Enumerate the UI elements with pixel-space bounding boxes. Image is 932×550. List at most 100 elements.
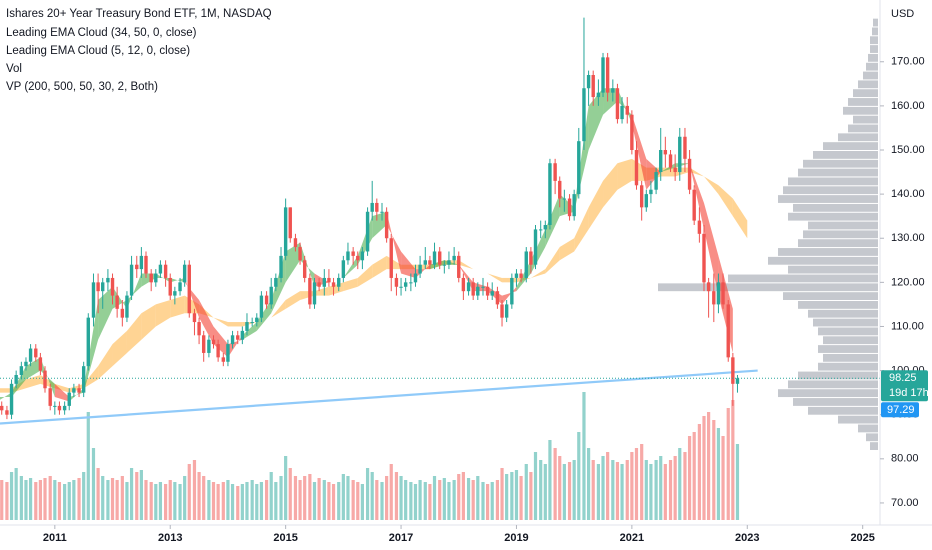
- candle-body: [442, 264, 447, 266]
- volume-bar: [721, 436, 725, 520]
- ema-cloud: [415, 264, 430, 278]
- legend-entry: Vol: [6, 63, 22, 75]
- candle-body: [716, 282, 721, 305]
- volume-bar: [259, 482, 264, 520]
- volume-bar: [533, 452, 538, 520]
- candle-body: [721, 282, 725, 305]
- volume-bar: [702, 416, 706, 520]
- candle-body: [514, 273, 519, 278]
- candle-body: [644, 194, 648, 208]
- y-tick-label: 80.00: [891, 453, 919, 465]
- candle-body: [43, 370, 47, 389]
- y-tick-label: 150.00: [891, 144, 925, 156]
- candle-body: [226, 344, 230, 362]
- candle-body: [447, 260, 451, 265]
- candle-body: [187, 264, 191, 314]
- candle-body: [110, 277, 115, 296]
- candle-body: [466, 282, 471, 292]
- volume-bar: [519, 476, 523, 520]
- volume-bar: [558, 456, 562, 520]
- candle-body: [649, 189, 653, 195]
- last-price-box: [881, 370, 928, 402]
- ema-cloud: [401, 251, 416, 278]
- candle-body: [634, 150, 639, 186]
- volume-bar: [356, 482, 360, 520]
- volume-bar: [82, 472, 86, 520]
- volume-profile-bar: [768, 256, 878, 265]
- candle-body: [553, 163, 557, 181]
- candle-body: [418, 264, 422, 274]
- candle-body: [129, 264, 134, 296]
- x-tick-label: 2013: [158, 532, 182, 544]
- volume-bar: [240, 484, 244, 520]
- volume-bar: [452, 480, 456, 520]
- volume-bar: [687, 436, 692, 520]
- volume-profile-bar: [823, 353, 878, 362]
- candle-body: [158, 264, 163, 274]
- chart-title: Ishares 20+ Year Treasury Bond ETF, 1M, …: [6, 8, 272, 20]
- candle-body: [360, 251, 365, 261]
- volume-bar: [346, 476, 350, 520]
- candle-body: [24, 361, 28, 367]
- candle-body: [630, 114, 634, 150]
- volume-profile-bar: [870, 45, 878, 53]
- volume-bar: [322, 480, 326, 520]
- candle-body: [86, 317, 90, 367]
- ema-cloud: [458, 260, 474, 270]
- candle-body: [504, 304, 509, 318]
- candle-body: [678, 136, 682, 173]
- candle-body: [611, 88, 615, 93]
- volume-bar: [389, 464, 393, 520]
- volume-bar: [230, 484, 235, 520]
- volume-bar: [716, 428, 721, 520]
- ema-cloud: [603, 88, 618, 115]
- ema-cloud: [314, 286, 329, 296]
- volume-bar: [712, 420, 716, 520]
- candle-body: [279, 255, 283, 278]
- candle-body: [476, 286, 480, 296]
- candle-body: [72, 388, 76, 393]
- candle-body: [322, 277, 327, 287]
- candle-body: [519, 273, 523, 278]
- ema-cloud: [704, 202, 719, 296]
- volume-profile-bar: [783, 292, 878, 300]
- y-tick-label: 110.00: [891, 320, 924, 332]
- volume-bar: [63, 484, 67, 520]
- candle-body: [389, 238, 393, 278]
- volume-profile-bar: [798, 301, 878, 309]
- candle-body: [216, 344, 220, 358]
- volume-profile-bar: [788, 177, 878, 186]
- volume-bar: [432, 476, 437, 520]
- volume-bar: [72, 480, 76, 520]
- ema-cloud: [112, 330, 127, 367]
- candle-body: [57, 405, 62, 411]
- volume-profile-bar: [818, 327, 878, 336]
- volume-bar: [524, 464, 528, 520]
- volume-bar: [673, 456, 677, 520]
- candle-body: [659, 150, 663, 173]
- candle-body: [288, 207, 292, 239]
- volume-profile-bar: [858, 424, 878, 433]
- candle-body: [331, 282, 336, 287]
- candle-body: [663, 150, 668, 155]
- ema-cloud: [83, 300, 99, 393]
- ema-cloud: [98, 286, 113, 340]
- volume-bar: [543, 464, 547, 520]
- volume-bar: [572, 460, 576, 520]
- volume-bar: [5, 482, 9, 520]
- candle-body: [356, 255, 360, 261]
- volume-bar: [663, 464, 667, 520]
- volume-profile-bar: [870, 442, 878, 450]
- candle-body: [14, 375, 18, 384]
- y-tick-label: 120.00: [891, 276, 925, 288]
- candle-body: [683, 136, 687, 159]
- ema-cloud: [227, 322, 243, 327]
- ema-cloud: [718, 185, 733, 217]
- volume-bar: [476, 476, 480, 520]
- ema-cloud: [372, 255, 387, 278]
- candle-body: [351, 251, 355, 256]
- candle-body: [302, 260, 307, 278]
- volume-bar: [500, 468, 504, 520]
- candle-body: [654, 172, 658, 190]
- candle-body: [697, 220, 702, 234]
